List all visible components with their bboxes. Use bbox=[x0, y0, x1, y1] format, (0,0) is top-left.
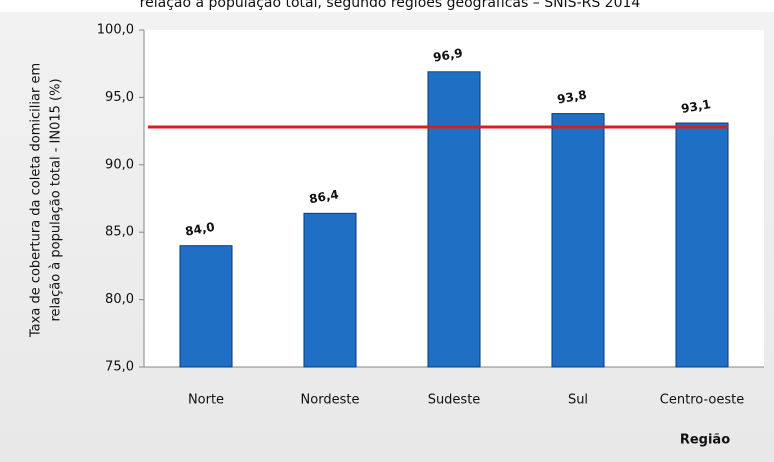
y-tick-label: 75,0 bbox=[105, 360, 134, 375]
x-axis-label: Região bbox=[680, 433, 730, 448]
y-tick-label: 100,0 bbox=[97, 23, 134, 38]
bar bbox=[303, 212, 357, 368]
y-tick-label: 80,0 bbox=[105, 292, 134, 307]
data-label: 93,8 bbox=[556, 88, 588, 107]
x-tick-label: Sudeste bbox=[428, 393, 481, 408]
y-axis-label: Taxa de cobertura da coleta domiciliar e… bbox=[29, 63, 44, 338]
y-axis-label: relação à população total - IN015 (%) bbox=[49, 78, 64, 321]
bar bbox=[551, 113, 605, 368]
x-tick-label: Nordeste bbox=[301, 393, 360, 408]
y-tick-label: 95,0 bbox=[105, 90, 134, 105]
chart-title: relação à população total, segundo regiõ… bbox=[140, 0, 641, 11]
x-tick-label: Centro-oeste bbox=[660, 393, 744, 408]
x-tick-label: Norte bbox=[188, 393, 224, 408]
bar bbox=[427, 71, 481, 368]
data-label: 93,1 bbox=[680, 97, 712, 116]
x-tick-label: Sul bbox=[568, 393, 588, 408]
data-label: 84,0 bbox=[184, 220, 216, 239]
y-tick-label: 85,0 bbox=[105, 225, 134, 240]
bar bbox=[179, 245, 233, 368]
data-label: 96,9 bbox=[432, 46, 464, 65]
bar bbox=[675, 122, 729, 368]
data-label: 86,4 bbox=[308, 187, 340, 206]
y-tick-label: 90,0 bbox=[105, 157, 134, 172]
